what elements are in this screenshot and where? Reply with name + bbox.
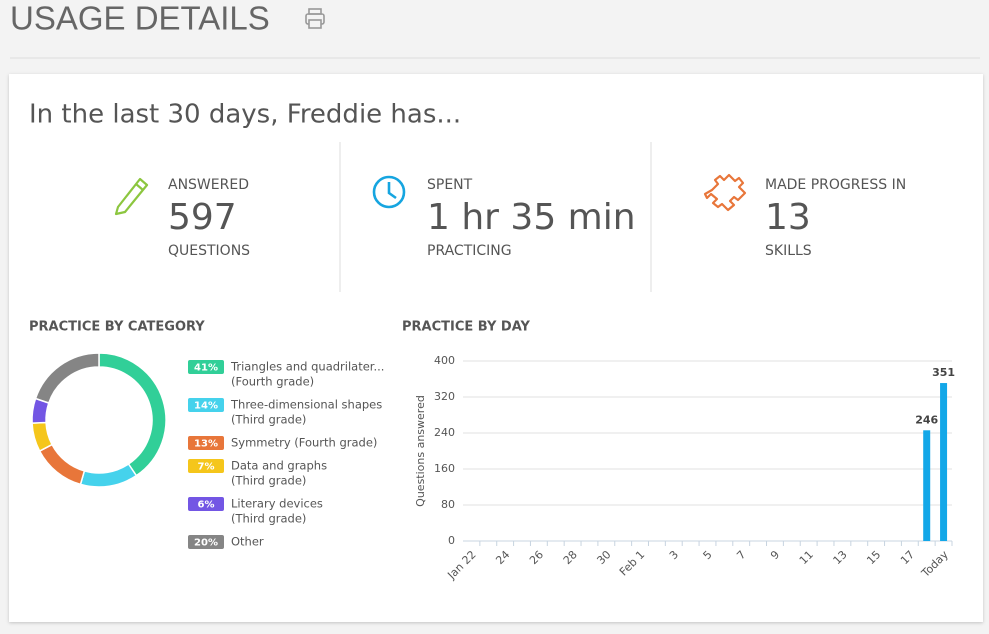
card	[9, 74, 983, 622]
data-label: 351	[932, 366, 955, 379]
legend-badge	[188, 535, 224, 549]
legend-name: Symmetry (Fourth grade)	[231, 436, 377, 450]
legend-name: Three-dimensional shapes	[230, 398, 382, 412]
page-title: USAGE DETAILS	[10, 0, 270, 37]
legend-percent: 41%	[194, 363, 218, 374]
summary: In the last 30 days, Freddie has...	[29, 100, 461, 130]
legend-name: Triangles and quadrilater...	[230, 360, 384, 374]
stat-value: 1 hr 35 min	[427, 197, 636, 238]
y-tick-label: 400	[434, 354, 455, 367]
legend-name: Literary devices	[231, 497, 323, 511]
legend-badge	[188, 436, 224, 450]
puzzle-icon	[703, 173, 747, 212]
stat-unit: SKILLS	[765, 243, 812, 259]
donut-slice	[34, 352, 100, 404]
bar	[940, 383, 948, 541]
bar	[923, 430, 931, 541]
legend-subtitle: (Fourth grade)	[231, 375, 314, 389]
stat-label: ANSWERED	[168, 177, 249, 193]
stat-label: SPENT	[427, 177, 473, 193]
stat-label: MADE PROGRESS IN	[765, 177, 906, 193]
legend-subtitle: (Third grade)	[231, 512, 306, 526]
y-axis-label: Questions answered	[414, 395, 427, 507]
pencil-icon	[114, 177, 149, 216]
stat-value: 597	[168, 197, 237, 238]
legend-percent: 6%	[198, 500, 215, 511]
stat-unit: QUESTIONS	[168, 243, 250, 259]
y-tick-label: 160	[434, 462, 455, 475]
legend-percent: 14%	[194, 401, 218, 412]
legend-percent: 7%	[198, 462, 215, 473]
legend-name: Data and graphs	[231, 459, 327, 473]
legend-percent: 13%	[194, 439, 218, 450]
legend-subtitle: (Third grade)	[231, 413, 306, 427]
data-label: 246	[915, 413, 938, 426]
legend-badge	[188, 459, 224, 473]
legend-badge	[188, 398, 224, 412]
y-tick-label: 320	[434, 390, 455, 403]
legend-name: Other	[231, 535, 264, 549]
legend-percent: 20%	[194, 538, 218, 549]
chart-title: PRACTICE BY DAY	[402, 320, 531, 335]
y-tick-label: 0	[448, 534, 455, 547]
y-tick-label: 240	[434, 426, 455, 439]
chart-title: PRACTICE BY CATEGORY	[29, 320, 205, 335]
print-icon[interactable]	[305, 8, 325, 29]
legend-badge	[188, 497, 224, 511]
stat-value: 13	[765, 197, 811, 238]
legend-subtitle: (Third grade)	[231, 474, 306, 488]
y-tick-label: 80	[441, 498, 455, 511]
stat-unit: PRACTICING	[427, 243, 512, 259]
legend-badge	[188, 360, 224, 374]
clock-icon	[372, 175, 406, 209]
